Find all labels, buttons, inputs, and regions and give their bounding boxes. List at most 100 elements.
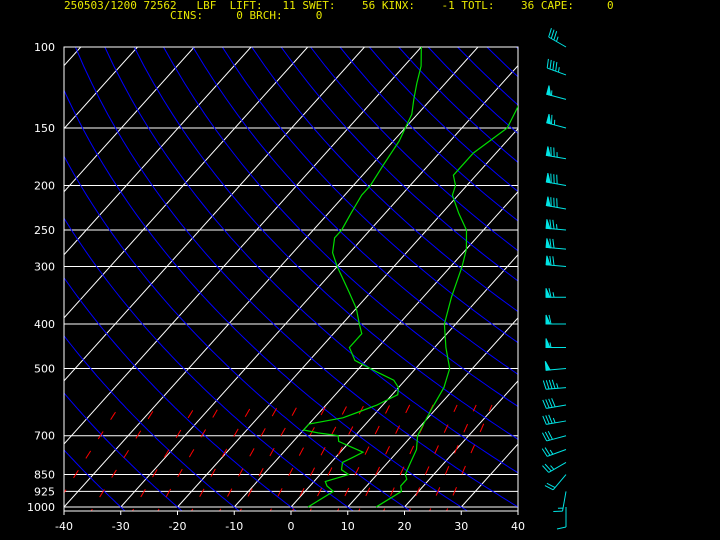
dry-adiabat [133, 47, 518, 440]
wind-barb [541, 447, 567, 457]
dry-adiabat [64, 334, 241, 511]
wind-barb [544, 361, 567, 371]
wind-barb [545, 238, 567, 250]
wind-barb [556, 507, 567, 530]
wind-barb [546, 85, 567, 100]
dry-adiabat [251, 47, 518, 313]
pressure-label-850: 850 [34, 469, 55, 482]
dry-adiabat [64, 449, 126, 511]
header-line-1: 250503/1200 72562 LBF LIFT: 11 SWET: 56 … [64, 0, 614, 12]
wind-barb [545, 288, 566, 298]
isotherm [177, 127, 518, 508]
profile-line-1 [375, 105, 518, 508]
pressure-label-1000: 1000 [27, 501, 55, 514]
wind-barb [541, 430, 567, 442]
wind-barb [545, 196, 567, 210]
wind-barb [546, 58, 567, 76]
pressure-label-200: 200 [34, 179, 55, 192]
dry-adiabat [163, 47, 518, 408]
dry-adiabat [221, 47, 518, 344]
temp-label--10: -10 [225, 520, 243, 533]
wind-barb [545, 173, 567, 186]
pressure-label-700: 700 [34, 430, 55, 443]
pressure-label-925: 925 [34, 485, 55, 498]
wind-barb [548, 28, 567, 48]
isotherm [64, 47, 365, 382]
wind-barb [542, 414, 567, 425]
wind-barb-column [541, 28, 567, 530]
dry-adiabat [192, 47, 518, 375]
header-line-2: CINS: 0 BRCH: 0 [170, 9, 323, 22]
grid-layer [0, 47, 518, 511]
isotherm [64, 47, 195, 193]
mixing-ratio-line [90, 404, 158, 511]
dry-adiabat [398, 47, 518, 163]
dry-adiabat [74, 47, 518, 508]
mixing-ratio-line [269, 404, 327, 511]
mixing-ratio-line [157, 404, 221, 511]
pressure-label-250: 250 [34, 224, 55, 237]
isotherm [404, 380, 518, 508]
dry-adiabat [64, 155, 412, 511]
temp-label-0: 0 [288, 520, 295, 533]
dry-adiabat [486, 47, 518, 78]
wind-barb [542, 461, 567, 473]
mixing-ratio-line [219, 404, 279, 511]
dry-adiabat [280, 47, 518, 282]
isotherm [347, 317, 518, 508]
dry-adiabat [64, 89, 469, 511]
profile-line-2 [302, 47, 422, 508]
mixing-ratio-line [358, 404, 411, 511]
wind-barb [545, 314, 566, 325]
mixing-ratio-line [309, 404, 365, 511]
wind-barb [542, 379, 567, 390]
dry-adiabat [310, 47, 518, 252]
isotherm [0, 47, 24, 507]
isotherm [64, 47, 422, 445]
mixing-ratio-line [291, 404, 348, 511]
isotherm [64, 47, 309, 319]
mixing-ratio-line [408, 404, 458, 511]
dry-adiabat [457, 47, 518, 106]
mixing-ratio-line [429, 404, 477, 511]
temp-label--40: -40 [55, 520, 73, 533]
isotherm [460, 443, 518, 508]
wind-barb [545, 219, 567, 231]
dry-adiabat [104, 47, 518, 474]
wind-barb [545, 338, 566, 348]
wind-barb [545, 146, 567, 160]
temp-label-10: 10 [341, 520, 355, 533]
pressure-label-100: 100 [34, 41, 55, 54]
mixing-ratio-line [239, 404, 299, 511]
dry-adiabat [339, 47, 518, 222]
pressure-label-500: 500 [34, 363, 55, 376]
temp-label--30: -30 [112, 520, 130, 533]
dry-adiabat [515, 47, 518, 50]
temp-label--20: -20 [169, 520, 187, 533]
dry-adiabat [64, 276, 298, 511]
isotherm [233, 190, 518, 508]
dry-adiabat [64, 392, 183, 511]
wind-barb [545, 255, 567, 267]
wind-barb [544, 474, 567, 491]
temp-label-30: 30 [454, 520, 468, 533]
dry-adiabat [64, 217, 355, 511]
sounding-header: 250503/1200 72562 LBF LIFT: 11 SWET: 56 … [0, 0, 720, 24]
mixing-ratio-line [337, 404, 391, 511]
wind-barb [542, 398, 567, 409]
pressure-label-400: 400 [34, 318, 55, 331]
isotherm [64, 47, 252, 256]
isotherm [120, 64, 518, 508]
temp-label-20: 20 [398, 520, 412, 533]
dry-adiabat [368, 47, 518, 193]
wind-barb [553, 491, 567, 513]
isotherm [64, 47, 138, 130]
mixing-ratio-line [446, 404, 493, 511]
temp-label-40: 40 [511, 520, 525, 533]
pressure-label-150: 150 [34, 122, 55, 135]
wind-barb [546, 114, 567, 129]
pressure-label-300: 300 [34, 260, 55, 273]
profile-layer [302, 47, 518, 508]
